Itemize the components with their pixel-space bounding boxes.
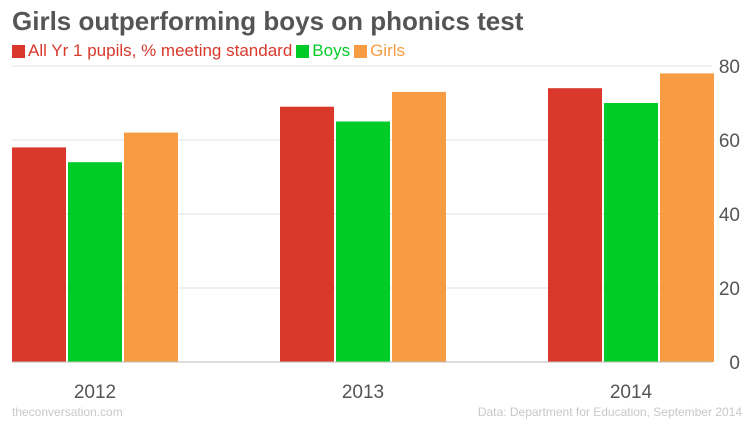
- chart-legend: All Yr 1 pupils, % meeting standard Boys…: [12, 41, 409, 61]
- y-tick-label-40: 40: [719, 205, 740, 226]
- bar-girls-2013: [392, 91, 446, 363]
- legend-swatch-boys: [296, 44, 310, 58]
- y-tick-label-0: 0: [729, 353, 740, 374]
- bar-all-pupils-2012: [12, 147, 66, 362]
- data-source-credit: Data: Department for Education, Septembe…: [477, 405, 742, 419]
- legend-item-all-pupils: All Yr 1 pupils, % meeting standard: [12, 41, 292, 61]
- legend-item-boys: Boys: [296, 41, 350, 61]
- legend-item-girls: Girls: [354, 41, 405, 61]
- legend-swatch-all-pupils: [12, 44, 25, 58]
- bar-girls-2012: [124, 132, 178, 362]
- x-tick-label-2014: 2014: [610, 382, 653, 403]
- source-site-credit: theconversation.com: [12, 405, 123, 419]
- bar-boys-2012: [68, 162, 122, 362]
- bar-boys-2013: [336, 121, 390, 362]
- y-tick-label-60: 60: [719, 131, 740, 152]
- page-title: Girls outperforming boys on phonics test: [12, 6, 524, 36]
- legend-swatch-girls: [354, 44, 368, 58]
- x-tick-label-2012: 2012: [74, 382, 116, 403]
- bar-boys-2014: [604, 103, 658, 362]
- y-tick-label-80: 80: [719, 57, 740, 78]
- bar-all-pupils-2013: [280, 106, 334, 362]
- bar-girls-2014: [660, 73, 714, 363]
- y-tick-label-20: 20: [719, 279, 740, 300]
- legend-label-boys: Boys: [312, 41, 351, 60]
- x-tick-label-2013: 2013: [342, 382, 384, 403]
- legend-label-girls: Girls: [370, 41, 406, 60]
- bar-all-pupils-2014: [548, 88, 602, 362]
- legend-label-all-pupils: All Yr 1 pupils, % meeting standard: [28, 41, 293, 60]
